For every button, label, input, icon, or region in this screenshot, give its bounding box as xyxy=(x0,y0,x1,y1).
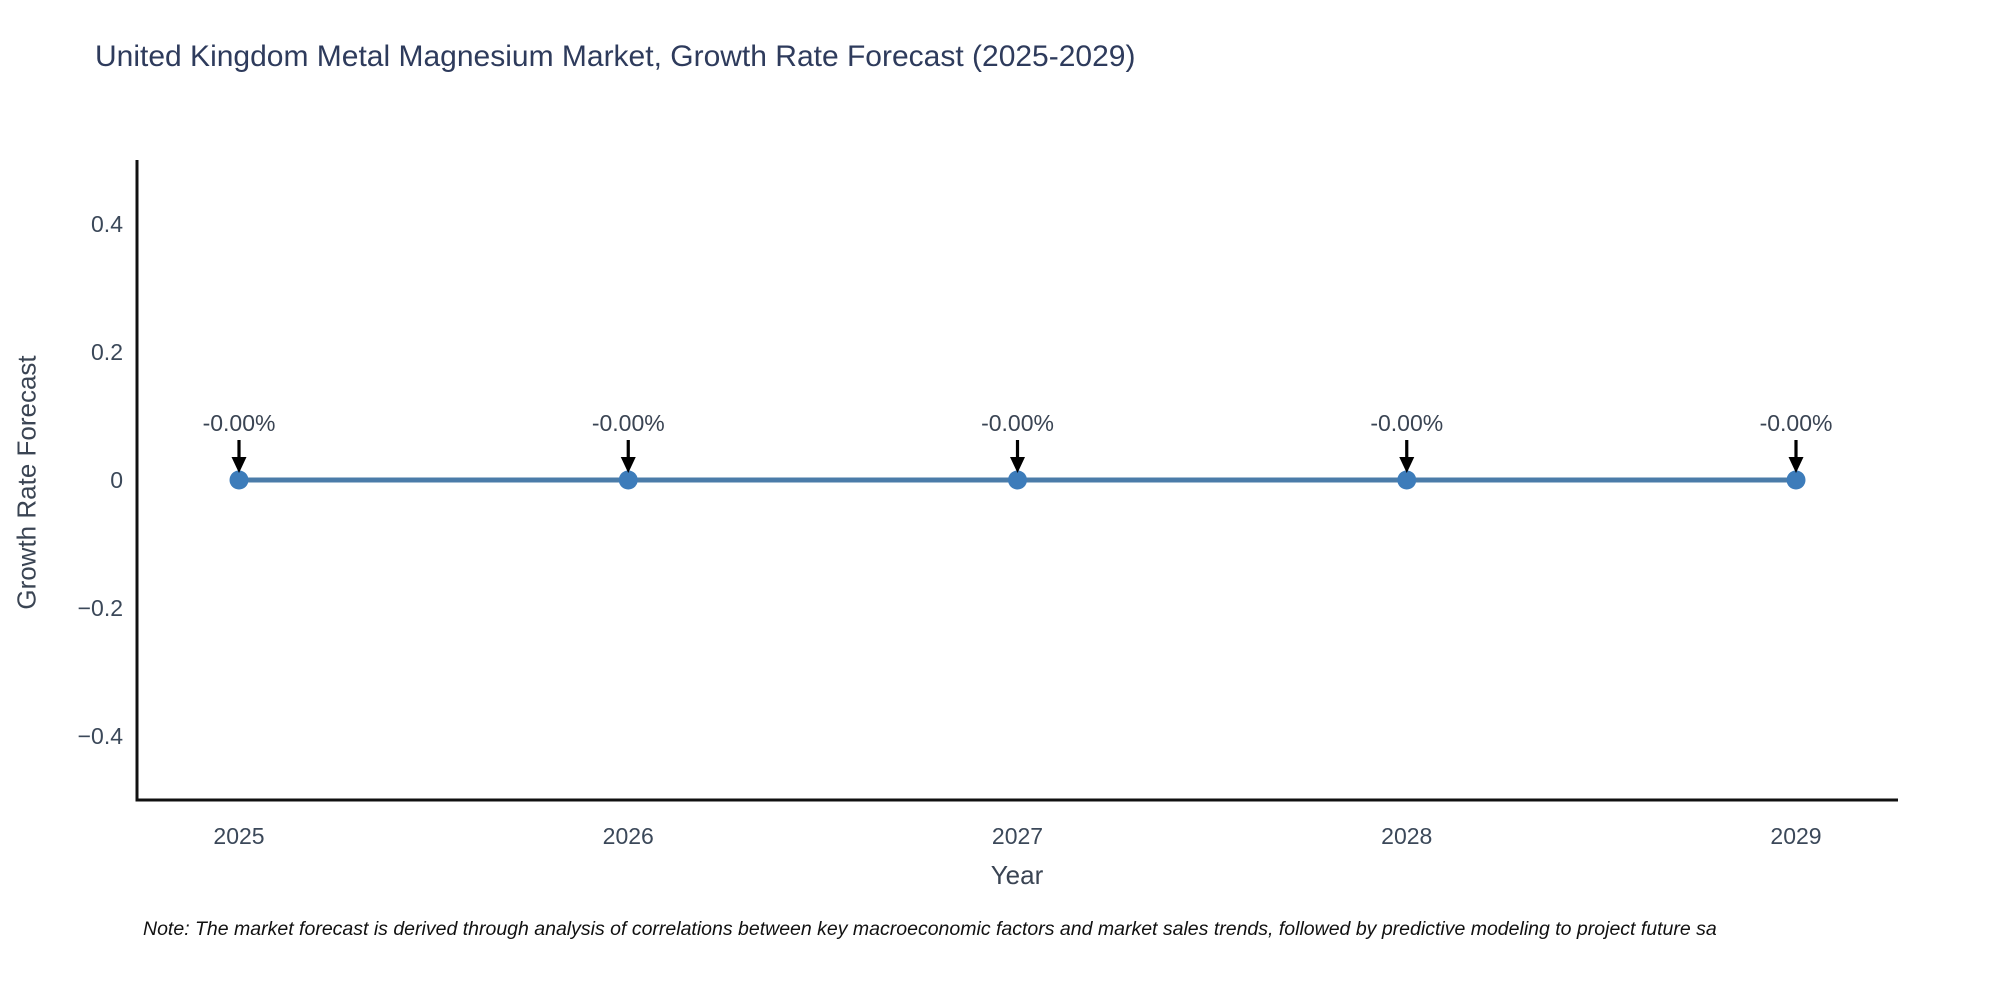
annotation-label: -0.00% xyxy=(592,410,665,436)
annotation-label: -0.00% xyxy=(1370,410,1443,436)
y-tick-label: −0.4 xyxy=(78,723,124,749)
data-point-marker xyxy=(1008,470,1027,490)
y-tick-label: −0.2 xyxy=(78,595,123,621)
x-tick-label: 2025 xyxy=(213,823,264,849)
annotation-label: -0.00% xyxy=(981,410,1054,436)
x-tick-label: 2026 xyxy=(603,823,654,849)
y-tick-label: 0.4 xyxy=(91,211,123,237)
x-tick-label: 2028 xyxy=(1381,823,1432,849)
x-tick-label: 2027 xyxy=(992,823,1043,849)
annotation-arrow-head xyxy=(1010,457,1025,473)
y-tick-label: 0.2 xyxy=(91,339,123,365)
data-point-marker xyxy=(1786,470,1806,490)
annotation-arrow-head xyxy=(231,457,247,473)
data-point-marker xyxy=(618,470,638,490)
chart-title: United Kingdom Metal Magnesium Market, G… xyxy=(95,40,1136,73)
annotation-arrow-head xyxy=(620,457,636,473)
data-point-marker xyxy=(229,470,249,490)
annotation-arrow-head xyxy=(1788,457,1804,473)
annotation-arrow-head xyxy=(1399,457,1415,473)
x-tick-label: 2029 xyxy=(1770,823,1821,849)
annotation-label: -0.00% xyxy=(1760,410,1833,436)
footnote: Note: The market forecast is derived thr… xyxy=(143,918,1717,940)
data-point-marker xyxy=(1397,470,1417,490)
y-tick-label: 0 xyxy=(110,467,123,493)
x-axis-title: Year xyxy=(990,860,1044,890)
annotation-label: -0.00% xyxy=(203,410,276,436)
